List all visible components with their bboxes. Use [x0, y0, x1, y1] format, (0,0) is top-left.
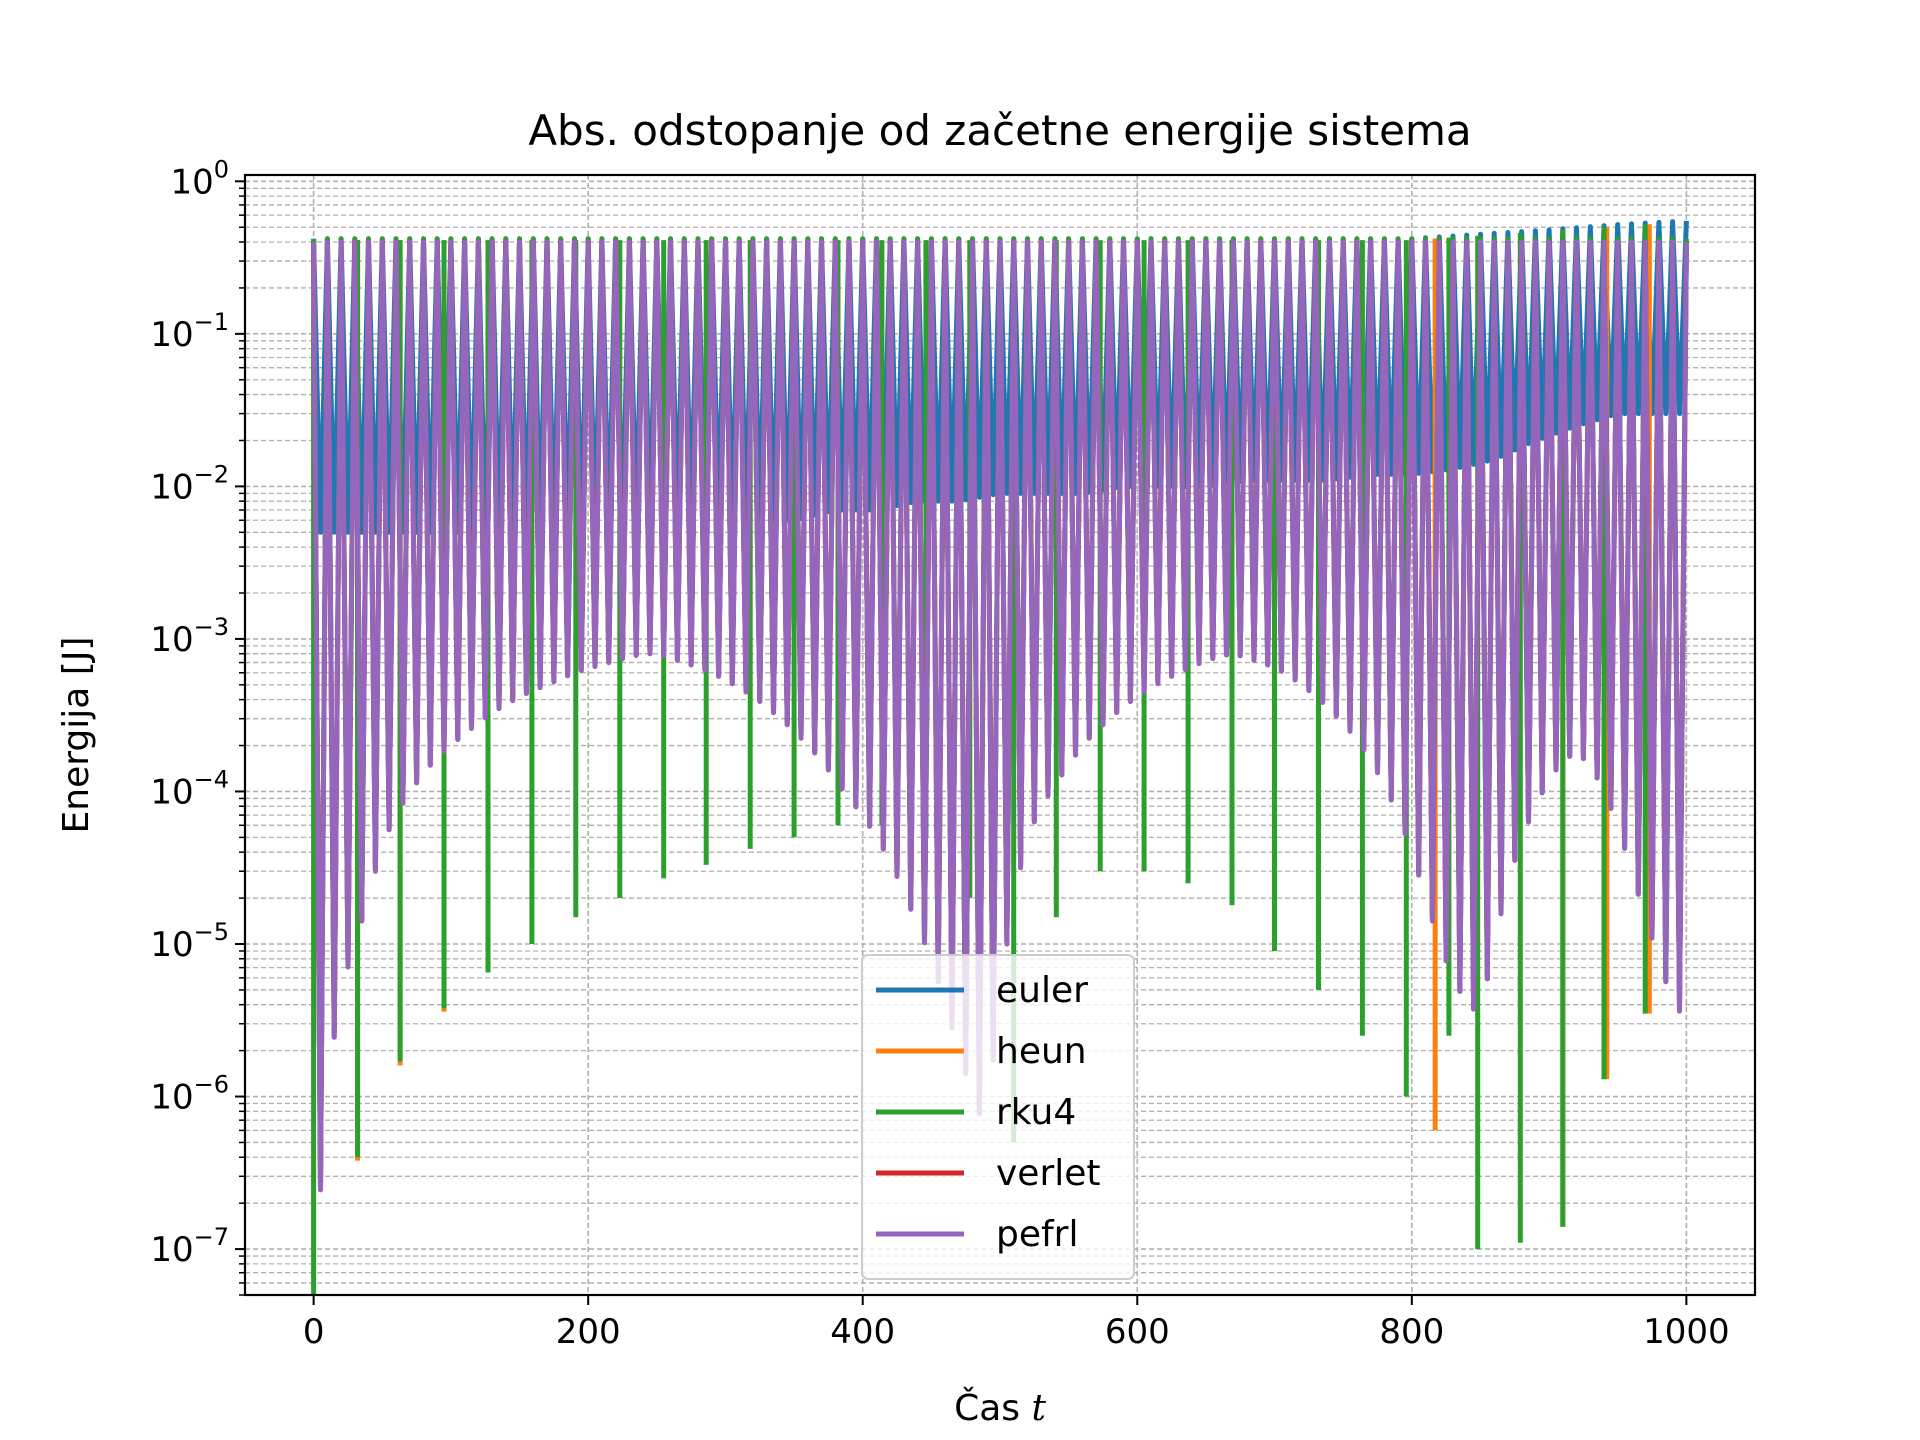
x-tick-label: 600 [1105, 1312, 1170, 1352]
legend: euler heun rku4 verlet pefrl [861, 954, 1135, 1280]
legend-box [861, 954, 1135, 1280]
legend-label-verlet: verlet [996, 1153, 1101, 1194]
y-tick-label: 10−6 [150, 1071, 229, 1118]
x-tick-label: 0 [303, 1312, 325, 1352]
y-tick-label: 10−3 [150, 613, 229, 660]
y-tick-label: 10−1 [150, 308, 229, 355]
legend-label-pefrl: pefrl [996, 1214, 1078, 1255]
y-tick-label: 100 [170, 155, 229, 202]
series-line-pefrl [311, 239, 1689, 1193]
x-tick-label: 400 [830, 1312, 895, 1352]
y-tick-label: 10−5 [150, 918, 229, 965]
series-layer [311, 219, 1689, 1295]
chart-title: Abs. odstopanje od začetne energije sist… [528, 106, 1471, 155]
legend-label-heun: heun [996, 1031, 1087, 1072]
x-tick-label: 1000 [1643, 1312, 1730, 1352]
y-tick-label: 10−2 [150, 460, 229, 507]
y-axis-ticks: 100 10−1 10−2 10−3 10−4 10−5 10−6 10−7 [150, 155, 245, 1296]
y-tick-label: 10−7 [150, 1223, 229, 1270]
x-axis-label: Čas t [954, 1387, 1046, 1429]
x-axis-ticks: 0 200 400 600 800 1000 [303, 1295, 1730, 1352]
x-tick-label: 800 [1379, 1312, 1444, 1352]
legend-label-rku4: rku4 [996, 1092, 1076, 1133]
y-tick-label: 10−4 [150, 765, 229, 812]
plot-frame [243, 173, 1757, 1297]
legend-label-euler: euler [996, 970, 1088, 1011]
y-axis-label: Energija [J] [56, 637, 97, 834]
x-tick-label: 200 [556, 1312, 621, 1352]
